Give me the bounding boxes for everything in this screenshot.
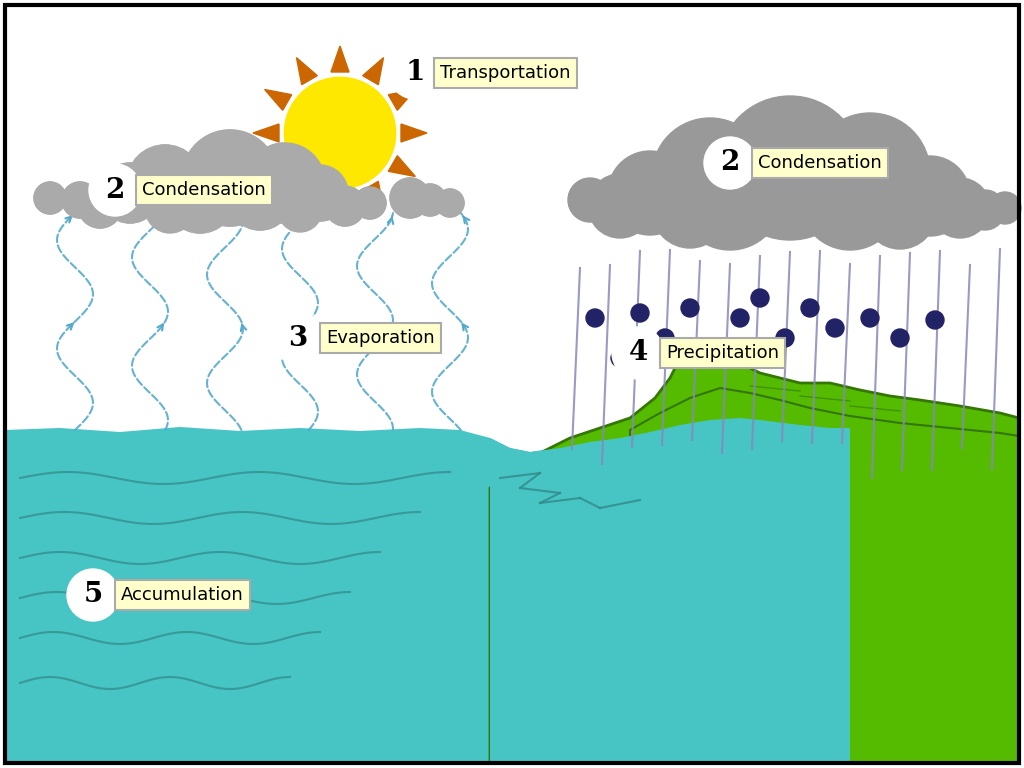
Circle shape	[751, 289, 769, 307]
Text: 2: 2	[720, 150, 739, 177]
Polygon shape	[264, 90, 292, 111]
Circle shape	[285, 78, 395, 188]
Polygon shape	[388, 90, 416, 111]
Circle shape	[588, 174, 652, 238]
Circle shape	[414, 184, 446, 216]
Circle shape	[631, 304, 649, 322]
Circle shape	[272, 312, 324, 364]
Circle shape	[182, 130, 278, 226]
Text: Precipitation: Precipitation	[666, 344, 779, 362]
Circle shape	[864, 177, 936, 249]
Circle shape	[926, 311, 944, 329]
Text: 2: 2	[105, 177, 125, 204]
Circle shape	[678, 146, 782, 250]
Polygon shape	[297, 58, 317, 84]
Polygon shape	[490, 418, 850, 763]
Circle shape	[611, 349, 629, 367]
Circle shape	[278, 188, 322, 232]
Circle shape	[78, 184, 122, 228]
Circle shape	[67, 569, 119, 621]
Circle shape	[390, 178, 430, 218]
Circle shape	[930, 178, 990, 238]
Polygon shape	[331, 194, 349, 220]
Polygon shape	[264, 156, 292, 177]
Circle shape	[34, 182, 66, 214]
Circle shape	[681, 299, 699, 317]
Text: 1: 1	[406, 59, 425, 87]
Circle shape	[810, 113, 930, 233]
Polygon shape	[388, 156, 416, 177]
Circle shape	[245, 143, 325, 223]
Circle shape	[245, 143, 325, 223]
Circle shape	[652, 118, 768, 234]
Circle shape	[890, 156, 970, 236]
Circle shape	[701, 344, 719, 362]
Circle shape	[612, 327, 664, 379]
Circle shape	[608, 151, 692, 235]
Circle shape	[100, 163, 160, 223]
Circle shape	[586, 309, 604, 327]
Circle shape	[965, 190, 1005, 230]
Circle shape	[34, 182, 66, 214]
Polygon shape	[253, 124, 279, 142]
Polygon shape	[297, 181, 317, 208]
Polygon shape	[362, 58, 384, 84]
Circle shape	[325, 186, 365, 226]
Circle shape	[62, 182, 98, 218]
Circle shape	[801, 299, 819, 317]
Circle shape	[228, 166, 292, 230]
Circle shape	[776, 329, 794, 347]
Circle shape	[436, 189, 464, 217]
Circle shape	[652, 172, 728, 248]
Circle shape	[718, 96, 862, 240]
Text: Evaporation: Evaporation	[326, 329, 434, 347]
Circle shape	[656, 329, 674, 347]
Circle shape	[989, 192, 1021, 224]
Circle shape	[861, 309, 879, 327]
Text: 3: 3	[289, 325, 307, 352]
Circle shape	[325, 186, 365, 226]
Circle shape	[891, 329, 909, 347]
Circle shape	[182, 130, 278, 226]
Text: Condensation: Condensation	[142, 181, 266, 199]
Circle shape	[89, 164, 141, 216]
Text: Transportation: Transportation	[440, 64, 570, 82]
Circle shape	[568, 178, 612, 222]
Circle shape	[165, 163, 234, 233]
Circle shape	[354, 187, 386, 219]
Circle shape	[165, 163, 234, 233]
Circle shape	[354, 187, 386, 219]
Text: 5: 5	[83, 581, 102, 608]
Circle shape	[78, 184, 122, 228]
Circle shape	[127, 145, 203, 221]
Circle shape	[100, 163, 160, 223]
Circle shape	[731, 309, 749, 327]
Polygon shape	[630, 388, 1019, 763]
Circle shape	[705, 137, 756, 189]
Circle shape	[390, 178, 430, 218]
Polygon shape	[490, 348, 1019, 763]
Polygon shape	[401, 124, 427, 142]
Circle shape	[826, 319, 844, 337]
Text: Accumulation: Accumulation	[121, 586, 244, 604]
Polygon shape	[331, 46, 349, 72]
Circle shape	[228, 166, 292, 230]
Circle shape	[127, 145, 203, 221]
Circle shape	[292, 165, 348, 221]
Circle shape	[62, 182, 98, 218]
Circle shape	[800, 150, 900, 250]
Circle shape	[292, 165, 348, 221]
Polygon shape	[5, 427, 650, 763]
Circle shape	[145, 183, 195, 233]
Circle shape	[436, 189, 464, 217]
Circle shape	[414, 184, 446, 216]
Circle shape	[389, 47, 441, 99]
Text: 4: 4	[629, 339, 647, 366]
Polygon shape	[362, 181, 384, 208]
Text: Condensation: Condensation	[758, 154, 882, 172]
